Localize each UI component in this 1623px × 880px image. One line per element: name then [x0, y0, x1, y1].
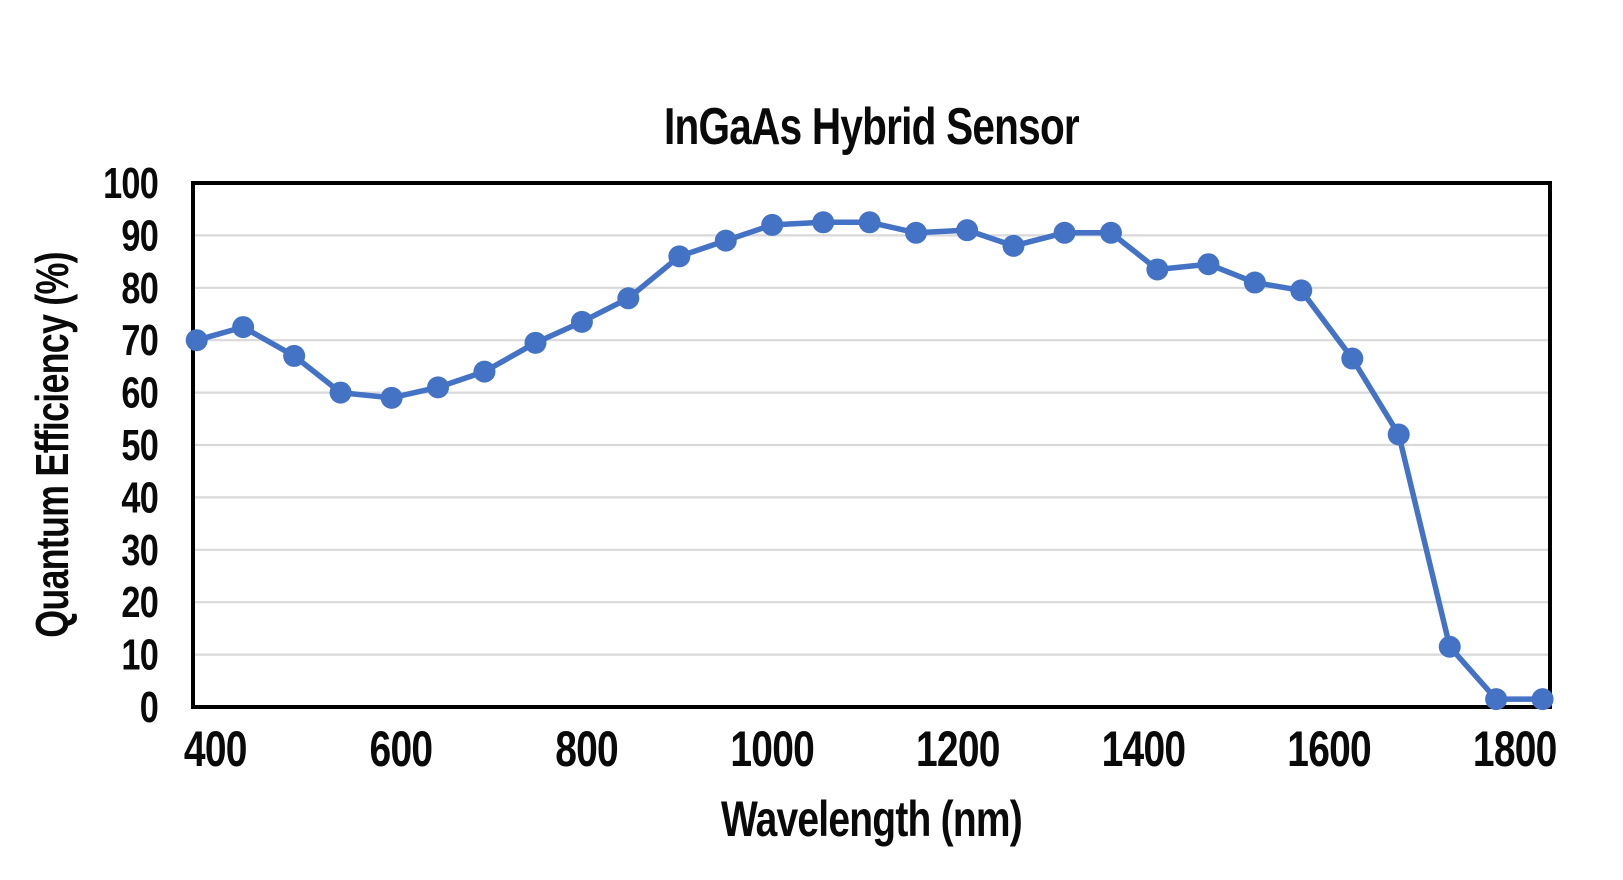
data-point-marker [1099, 221, 1122, 244]
x-tick-label: 1400 [1102, 720, 1186, 777]
y-tick-label: 80 [121, 264, 158, 313]
data-point-marker [617, 287, 640, 310]
data-point-marker [185, 329, 208, 352]
data-point-marker [283, 344, 306, 367]
y-tick-label: 100 [103, 159, 158, 208]
data-point-marker [1438, 635, 1461, 658]
data-point-marker [1341, 347, 1364, 370]
data-point-marker [1243, 271, 1266, 294]
y-tick-label: 40 [121, 473, 158, 522]
data-point-marker [473, 360, 496, 383]
x-tick-label: 1000 [730, 720, 814, 777]
y-tick-label: 20 [121, 578, 158, 627]
qe-line-series [193, 219, 1546, 702]
data-point-marker [232, 316, 255, 339]
x-tick-label: 1800 [1473, 720, 1557, 777]
y-tick-label: 60 [121, 369, 158, 418]
data-point-marker [524, 331, 547, 354]
y-tick-label: 30 [121, 526, 158, 575]
data-point-marker [1053, 221, 1076, 244]
y-tick-label: 50 [121, 421, 158, 470]
data-point-marker [761, 213, 784, 236]
data-point-marker [570, 310, 593, 333]
x-tick-label: 800 [555, 720, 618, 777]
data-point-marker [668, 245, 691, 268]
data-point-marker [329, 381, 352, 404]
data-point-marker [380, 386, 403, 409]
y-tick-label: 90 [121, 211, 158, 260]
data-point-marker [1485, 688, 1508, 711]
x-tick-label: 400 [184, 720, 247, 777]
plot-border [191, 181, 1552, 709]
data-point-marker [905, 221, 928, 244]
data-point-marker [427, 376, 450, 399]
x-tick-label: 1600 [1287, 720, 1371, 777]
data-point-marker [1197, 253, 1220, 276]
data-point-marker [1290, 279, 1313, 302]
data-point-marker [1387, 423, 1410, 446]
data-point-marker [714, 229, 737, 252]
data-point-marker [1002, 234, 1025, 257]
x-tick-label: 1200 [916, 720, 1000, 777]
data-point-marker [956, 219, 979, 242]
data-point-marker [858, 211, 881, 234]
x-tick-label: 600 [370, 720, 433, 777]
data-point-marker [1531, 688, 1554, 711]
y-tick-label: 10 [121, 631, 158, 680]
y-tick-label: 0 [140, 683, 158, 732]
data-point-marker [812, 211, 835, 234]
data-point-marker [1146, 258, 1169, 281]
y-tick-label: 70 [121, 316, 158, 365]
chart-title: InGaAs Hybrid Sensor [664, 98, 1080, 156]
x-axis-title: Wavelength (nm) [720, 791, 1023, 847]
